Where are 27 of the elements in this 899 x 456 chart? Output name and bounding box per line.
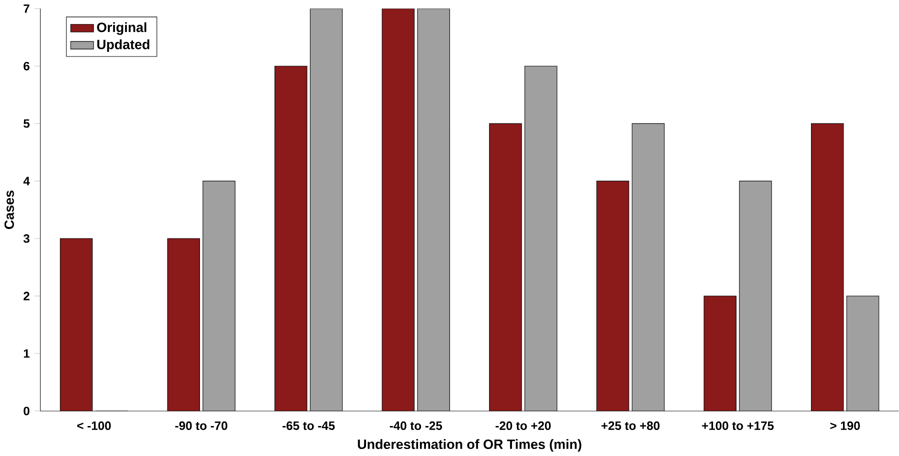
legend-label: Updated — [97, 39, 150, 52]
y-tick-label: 3 — [23, 234, 30, 243]
x-tick-label: -90 to -70 — [175, 421, 228, 430]
y-tick-label: 5 — [24, 119, 30, 128]
y-tick-label: 6 — [24, 62, 30, 70]
bar — [310, 8, 342, 411]
y-tick-label: 0 — [24, 406, 30, 416]
x-axis-title: Underestimation of OR Times (min) — [358, 439, 582, 452]
y-tick-label: 2 — [24, 292, 30, 300]
bar — [846, 296, 880, 411]
x-tick-label: +25 to +80 — [601, 421, 660, 430]
y-tick-label: 1 — [24, 349, 30, 358]
y-tick-label: 4 — [23, 176, 30, 186]
bar — [739, 180, 772, 411]
bar — [524, 66, 557, 411]
bar — [632, 123, 664, 411]
x-tick-label: -20 to +20 — [496, 421, 551, 430]
bar — [202, 180, 236, 411]
bar — [418, 8, 450, 411]
x-tick-label: < -100 — [77, 421, 111, 430]
x-tick-label: -40 to -25 — [390, 421, 442, 430]
legend-label: Original — [97, 22, 146, 35]
x-tick-label: > 190 — [830, 421, 860, 430]
x-tick-label: +100 to +175 — [702, 421, 774, 430]
y-tick-label: 7 — [24, 4, 30, 13]
x-tick-label: -65 to -45 — [282, 421, 335, 430]
y-axis-title: Cases — [4, 190, 14, 229]
